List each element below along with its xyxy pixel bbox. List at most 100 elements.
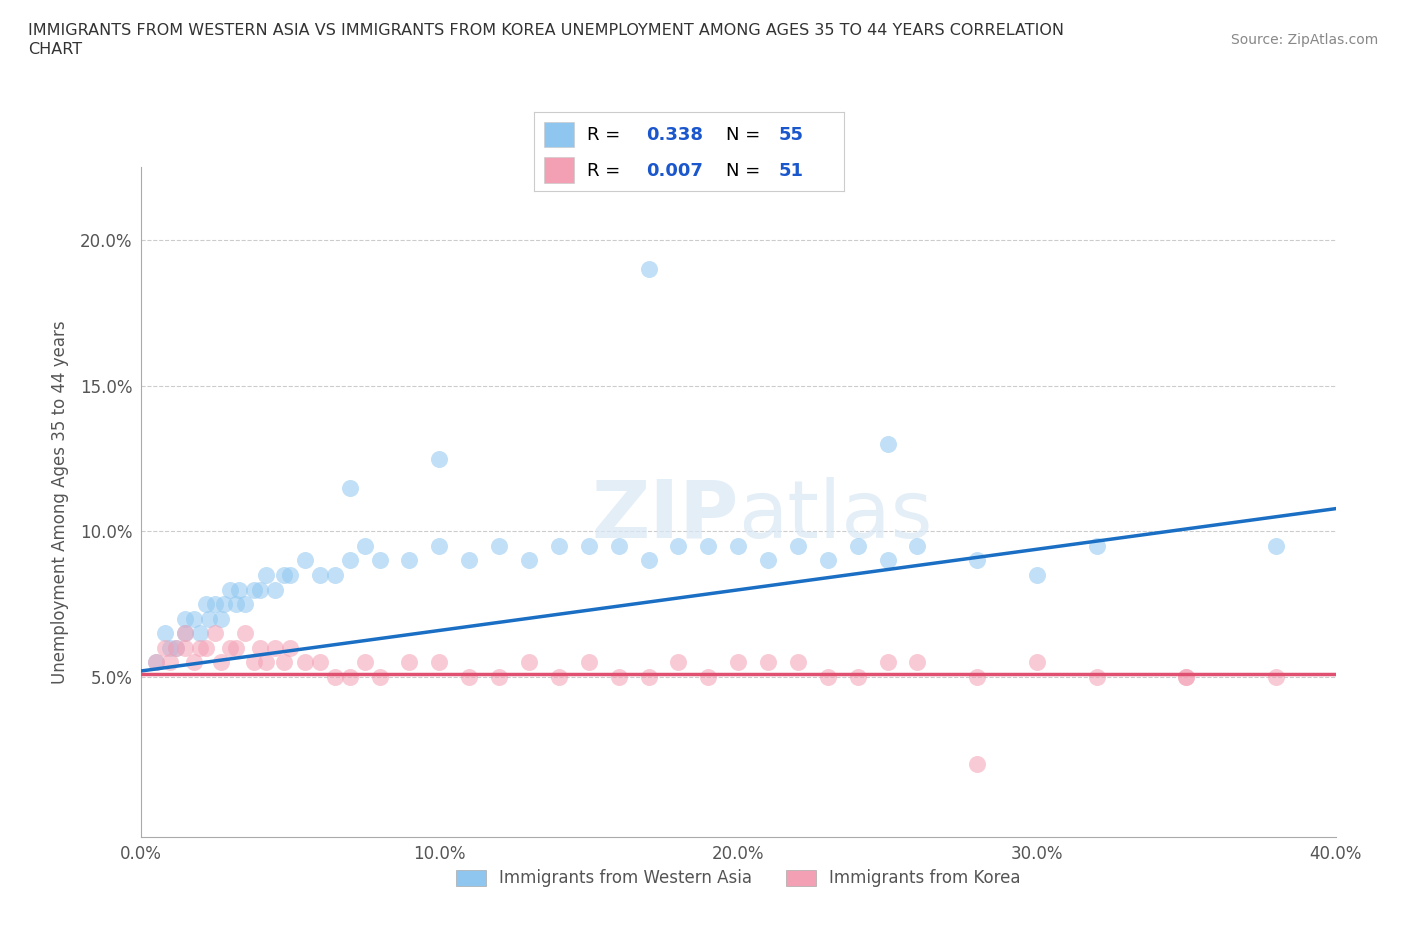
Point: [548, 538, 571, 553]
Point: [846, 538, 869, 553]
Point: [339, 553, 361, 568]
Point: [228, 582, 250, 597]
Point: [174, 611, 197, 626]
Point: [427, 655, 450, 670]
Point: [159, 655, 181, 670]
Point: [183, 611, 205, 626]
Point: [756, 553, 779, 568]
Point: [249, 582, 271, 597]
Point: [273, 655, 295, 670]
Point: [339, 670, 361, 684]
Point: [548, 670, 571, 684]
Point: [174, 641, 197, 656]
Point: [219, 641, 242, 656]
Point: [225, 597, 247, 612]
Y-axis label: Unemployment Among Ages 35 to 44 years: Unemployment Among Ages 35 to 44 years: [51, 321, 69, 684]
Point: [204, 597, 226, 612]
Point: [907, 655, 929, 670]
Point: [195, 641, 218, 656]
Point: [368, 670, 391, 684]
Point: [254, 567, 277, 582]
Point: [607, 538, 630, 553]
Point: [166, 641, 188, 656]
Point: [787, 655, 810, 670]
Point: [233, 626, 256, 641]
Text: 0.007: 0.007: [645, 162, 703, 179]
FancyBboxPatch shape: [544, 157, 575, 182]
Point: [323, 567, 346, 582]
Point: [727, 538, 749, 553]
Point: [309, 567, 332, 582]
Point: [966, 670, 988, 684]
Point: [145, 655, 167, 670]
Point: [368, 553, 391, 568]
Point: [1026, 655, 1049, 670]
Point: [517, 655, 540, 670]
Point: [1175, 670, 1198, 684]
Point: [787, 538, 810, 553]
Text: 55: 55: [779, 126, 804, 144]
Point: [876, 553, 898, 568]
Text: ZIP: ZIP: [591, 476, 738, 554]
Point: [204, 626, 226, 641]
Point: [249, 641, 271, 656]
Point: [966, 757, 988, 772]
Point: [353, 655, 375, 670]
Point: [637, 262, 659, 277]
Point: [966, 553, 988, 568]
Point: [398, 655, 420, 670]
Text: CHART: CHART: [28, 42, 82, 57]
Point: [607, 670, 630, 684]
Point: [1265, 670, 1288, 684]
Point: [309, 655, 332, 670]
Point: [1026, 567, 1049, 582]
Point: [188, 626, 212, 641]
Point: [1085, 670, 1108, 684]
Text: R =: R =: [586, 162, 620, 179]
Point: [254, 655, 277, 670]
Point: [243, 655, 266, 670]
Point: [756, 655, 779, 670]
FancyBboxPatch shape: [544, 122, 575, 147]
Point: [219, 582, 242, 597]
Point: [907, 538, 929, 553]
Text: atlas: atlas: [738, 476, 932, 554]
Point: [1175, 670, 1198, 684]
Point: [668, 538, 690, 553]
Point: [1085, 538, 1108, 553]
Point: [198, 611, 221, 626]
Point: [488, 538, 510, 553]
Point: [209, 655, 232, 670]
Point: [458, 553, 481, 568]
Point: [174, 626, 197, 641]
Point: [488, 670, 510, 684]
Point: [637, 670, 659, 684]
Point: [264, 641, 287, 656]
Point: [153, 641, 176, 656]
Text: 0.338: 0.338: [645, 126, 703, 144]
Point: [1265, 538, 1288, 553]
Point: [294, 655, 316, 670]
Point: [353, 538, 375, 553]
Point: [166, 641, 188, 656]
Point: [876, 436, 898, 451]
Point: [195, 597, 218, 612]
Point: [727, 655, 749, 670]
Point: [637, 553, 659, 568]
Point: [145, 655, 167, 670]
Point: [188, 641, 212, 656]
Point: [209, 611, 232, 626]
Point: [243, 582, 266, 597]
Text: N =: N =: [725, 126, 761, 144]
Point: [294, 553, 316, 568]
Point: [159, 641, 181, 656]
Point: [697, 538, 720, 553]
Point: [278, 567, 301, 582]
Point: [458, 670, 481, 684]
Text: IMMIGRANTS FROM WESTERN ASIA VS IMMIGRANTS FROM KOREA UNEMPLOYMENT AMONG AGES 35: IMMIGRANTS FROM WESTERN ASIA VS IMMIGRAN…: [28, 23, 1064, 38]
Point: [273, 567, 295, 582]
Point: [517, 553, 540, 568]
Point: [427, 451, 450, 466]
Point: [817, 670, 839, 684]
Text: R =: R =: [586, 126, 620, 144]
